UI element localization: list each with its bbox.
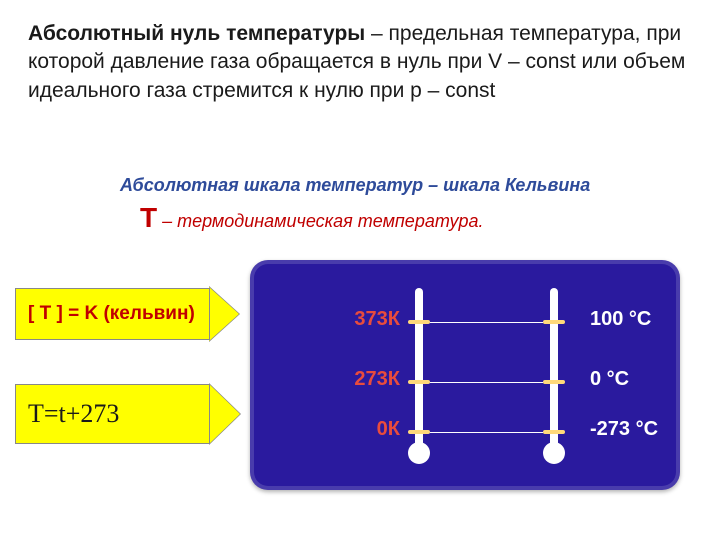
- tick-k-373: [408, 320, 430, 324]
- celsius-bulb: [543, 442, 565, 464]
- tick-k-273: [408, 380, 430, 384]
- celsius-thermometer: [550, 288, 558, 448]
- unit-arrow: [ T ] = K (кельвин): [15, 288, 240, 340]
- c-label-273: -273 °С: [590, 418, 658, 441]
- definition-term: Абсолютный нуль температуры: [28, 22, 365, 45]
- c-label-100: 100 °С: [590, 308, 651, 331]
- k-label-373: 373К: [320, 308, 400, 331]
- kelvin-bulb: [408, 442, 430, 464]
- conn-line-1: [430, 382, 543, 383]
- formula-arrow-label: T=t+273: [15, 384, 210, 444]
- subline-rest: – термодинамическая температура.: [157, 211, 483, 231]
- c-label-0: 0 °С: [590, 368, 629, 391]
- k-label-0: 0К: [320, 418, 400, 441]
- thermometer-panel: 373К 100 °С 273К 0 °С 0К -273 °С: [250, 260, 680, 490]
- subtitle: Абсолютная шкала температур – шкала Кель…: [120, 175, 590, 196]
- tick-c-0: [543, 380, 565, 384]
- formula-arrow: T=t+273: [15, 384, 240, 444]
- conn-line-0: [430, 322, 543, 323]
- kelvin-thermometer: [415, 288, 423, 448]
- unit-arrow-label: [ T ] = K (кельвин): [15, 288, 210, 340]
- k-label-273: 273К: [320, 368, 400, 391]
- conn-line-2: [430, 432, 543, 433]
- arrow-head: [209, 384, 240, 444]
- tick-c-100: [543, 320, 565, 324]
- arrow-head: [209, 287, 239, 341]
- tick-k-0: [408, 430, 430, 434]
- subline: Т – термодинамическая температура.: [140, 202, 483, 234]
- definition-text: Абсолютный нуль температуры – предельная…: [28, 20, 688, 105]
- tick-c-273: [543, 430, 565, 434]
- subline-t: Т: [140, 202, 157, 233]
